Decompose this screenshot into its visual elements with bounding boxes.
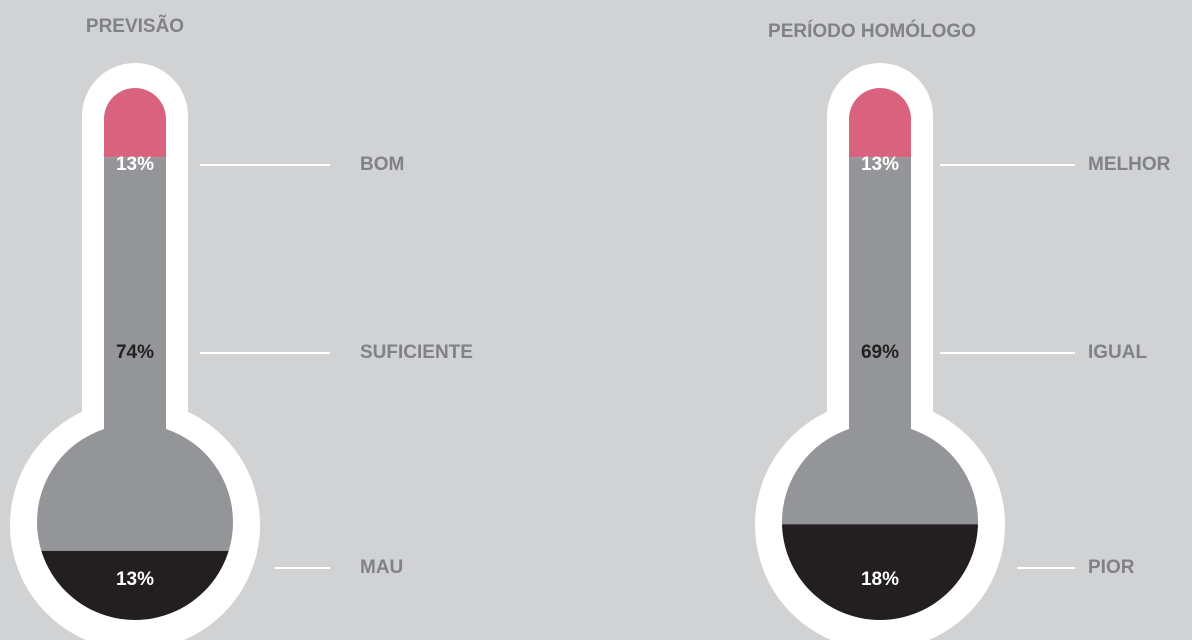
value-label: 13% xyxy=(861,154,899,175)
category-label: PIOR xyxy=(1088,557,1135,578)
value-label: 69% xyxy=(861,342,899,363)
value-label: 13% xyxy=(116,569,154,590)
value-label: 74% xyxy=(116,342,154,363)
category-label: MELHOR xyxy=(1088,154,1171,175)
category-label: SUFICIENTE xyxy=(360,342,473,363)
chart-title: PREVISÃO xyxy=(86,15,184,37)
category-label: MAU xyxy=(360,557,403,578)
category-label: IGUAL xyxy=(1088,342,1148,363)
category-label: BOM xyxy=(360,154,404,175)
chart-title: PERÍODO HOMÓLOGO xyxy=(768,20,976,42)
value-label: 18% xyxy=(861,569,899,590)
value-label: 13% xyxy=(116,154,154,175)
